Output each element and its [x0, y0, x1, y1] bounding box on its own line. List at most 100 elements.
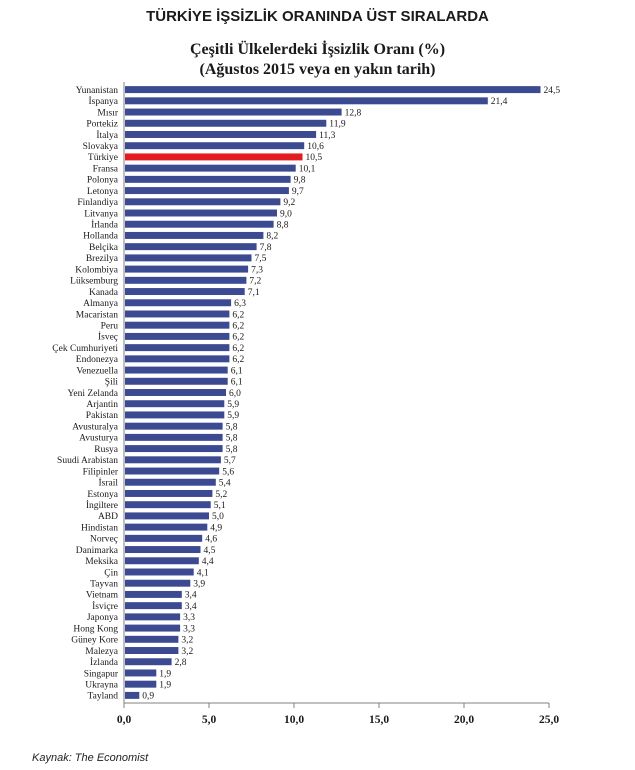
category-label: Çek Cumhuriyeti — [52, 344, 118, 354]
value-label: 5,7 — [224, 456, 236, 466]
page-title: TÜRKİYE İŞSİZLİK ORANINDA ÜST SIRALARDA — [146, 8, 489, 25]
category-label: Türkiye — [88, 153, 118, 163]
bar — [125, 658, 172, 666]
category-label: İsviçre — [92, 600, 118, 612]
value-label: 6,2 — [232, 321, 244, 331]
value-label: 5,2 — [215, 490, 227, 500]
value-label: 10,6 — [307, 142, 324, 152]
category-label: Danimarka — [76, 546, 119, 556]
chart-title-block: Çeşitli Ülkelerdeki İşsizlik Oranı (%) (… — [0, 40, 635, 80]
value-label: 9,8 — [294, 176, 306, 186]
category-label: İtalya — [96, 129, 118, 141]
category-label: Endonezya — [76, 355, 119, 365]
bar — [125, 433, 223, 441]
category-label: Güney Kore — [71, 636, 118, 646]
chart-subtitle: (Ağustos 2015 veya en yakın tarih) — [199, 61, 436, 78]
value-label: 4,9 — [210, 523, 222, 533]
value-label: 0,9 — [142, 692, 154, 702]
category-label: Peru — [101, 321, 119, 331]
value-label: 6,2 — [232, 344, 244, 354]
bar — [125, 669, 157, 677]
bar — [125, 198, 281, 206]
category-label: Pakistan — [86, 411, 118, 421]
value-label: 12,8 — [345, 108, 362, 118]
x-tick-label: 20,0 — [454, 714, 474, 726]
bar — [125, 445, 223, 453]
bar — [125, 187, 289, 195]
category-label: Tayland — [88, 692, 119, 702]
value-label: 7,8 — [260, 243, 272, 253]
bar — [125, 546, 201, 554]
category-label: Yeni Zelanda — [68, 389, 119, 399]
bar — [125, 164, 296, 172]
category-label: İspanya — [88, 95, 118, 107]
category-label: Tayvan — [90, 580, 118, 590]
bar — [125, 231, 264, 239]
category-label: Finlandiya — [77, 198, 118, 208]
value-label: 8,2 — [266, 232, 278, 242]
bar — [125, 209, 277, 217]
category-label: Hindistan — [81, 523, 118, 533]
category-label: Kanada — [89, 288, 119, 298]
bar — [125, 557, 199, 565]
bar — [125, 389, 226, 396]
value-label: 7,2 — [249, 277, 261, 287]
value-label: 3,9 — [193, 580, 205, 590]
category-label: Filipinler — [83, 467, 119, 477]
category-label: Meksika — [85, 557, 119, 567]
bar — [125, 624, 181, 632]
category-label: Şili — [105, 378, 119, 388]
value-label: 5,0 — [212, 512, 224, 522]
x-tick-label: 0,0 — [117, 714, 132, 726]
bar — [125, 153, 303, 161]
value-label: 3,3 — [183, 613, 195, 623]
value-label: 8,8 — [277, 221, 289, 231]
bar — [125, 288, 245, 296]
bar — [125, 254, 252, 262]
category-label: Rusya — [94, 445, 119, 455]
bar — [125, 299, 232, 307]
bar — [125, 220, 274, 228]
category-label: İrlanda — [91, 219, 119, 231]
bar — [125, 602, 182, 610]
category-label: Portekiz — [86, 120, 118, 130]
category-label: Litvanya — [84, 209, 119, 219]
bar — [125, 332, 230, 340]
value-label: 5,9 — [227, 400, 239, 410]
value-label: 24,5 — [544, 86, 561, 96]
bar — [125, 366, 228, 374]
value-label: 21,4 — [491, 97, 508, 107]
bar — [125, 501, 211, 509]
bar — [125, 175, 291, 183]
category-label: İsrail — [98, 477, 118, 489]
value-label: 5,6 — [222, 467, 234, 477]
category-label: Ukrayna — [85, 680, 118, 690]
bar — [125, 119, 327, 127]
value-label: 9,2 — [283, 198, 295, 208]
value-label: 1,9 — [159, 680, 171, 690]
category-label: Avusturalya — [72, 422, 119, 432]
value-label: 10,5 — [306, 153, 323, 163]
category-label: Suudi Arabistan — [57, 456, 118, 466]
value-label: 5,1 — [214, 501, 226, 511]
category-label: Norveç — [90, 535, 118, 545]
value-label: 4,4 — [202, 557, 214, 567]
category-label: Lüksemburg — [70, 277, 118, 287]
category-label: Fransa — [93, 164, 119, 174]
category-label: ABD — [98, 512, 118, 522]
category-label: Singapur — [84, 669, 119, 679]
value-label: 10,1 — [299, 164, 316, 174]
value-label: 4,5 — [204, 546, 216, 556]
bar — [125, 590, 182, 598]
category-label: Belçika — [89, 243, 119, 253]
bar — [125, 534, 203, 542]
bar-chart: Yunanistan 24,5 İspanya 21,4 Mısır 12,8 Portek… — [52, 82, 561, 726]
bar — [125, 400, 225, 408]
value-label: 9,0 — [280, 209, 292, 219]
value-label: 3,3 — [183, 624, 195, 634]
value-label: 3,4 — [185, 591, 197, 601]
bar — [125, 467, 220, 475]
bar — [125, 276, 247, 284]
category-label: Polonya — [87, 176, 119, 186]
category-label: Hollanda — [83, 232, 119, 242]
